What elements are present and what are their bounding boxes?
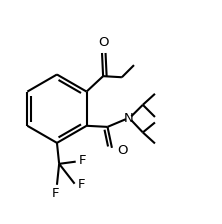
Text: O: O	[117, 144, 128, 157]
Text: F: F	[52, 187, 59, 200]
Text: F: F	[79, 154, 87, 167]
Text: N: N	[124, 112, 133, 125]
Text: F: F	[78, 178, 85, 191]
Text: O: O	[99, 36, 109, 49]
